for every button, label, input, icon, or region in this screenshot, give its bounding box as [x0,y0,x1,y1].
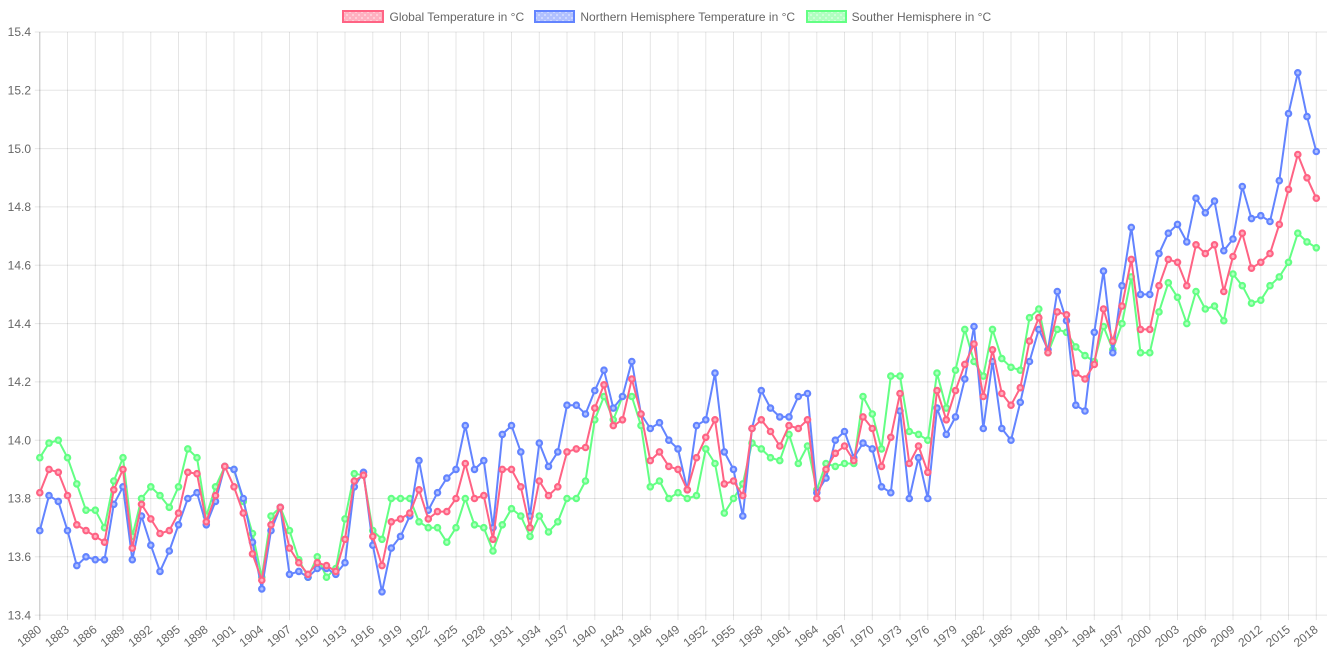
svg-text:2015: 2015 [1263,622,1293,650]
svg-text:1919: 1919 [375,622,405,650]
svg-text:15.2: 15.2 [8,84,32,98]
svg-text:14.8: 14.8 [8,200,32,214]
svg-text:1955: 1955 [708,622,738,650]
svg-text:1931: 1931 [486,622,516,650]
svg-text:1976: 1976 [902,622,932,650]
svg-text:14.4: 14.4 [8,317,32,331]
svg-text:1898: 1898 [181,622,211,650]
svg-text:1937: 1937 [542,622,572,650]
svg-text:2000: 2000 [1124,622,1154,650]
svg-text:1907: 1907 [264,622,294,650]
svg-text:14.2: 14.2 [8,375,32,389]
svg-text:1916: 1916 [347,622,377,650]
svg-text:15.4: 15.4 [8,25,32,39]
svg-text:2003: 2003 [1152,622,1182,650]
svg-text:13.8: 13.8 [8,492,32,506]
svg-text:1994: 1994 [1069,622,1099,650]
svg-text:1985: 1985 [986,622,1016,650]
svg-text:2018: 2018 [1291,622,1321,650]
svg-text:1883: 1883 [42,622,72,650]
svg-text:14.0: 14.0 [8,433,32,447]
svg-text:2012: 2012 [1235,622,1265,650]
svg-text:1958: 1958 [736,622,766,650]
svg-text:1940: 1940 [569,622,599,650]
svg-text:1895: 1895 [153,622,183,650]
svg-text:1901: 1901 [209,622,239,650]
svg-text:1964: 1964 [791,622,821,650]
svg-text:2006: 2006 [1180,622,1210,650]
svg-text:14.6: 14.6 [8,259,32,273]
svg-text:1886: 1886 [70,622,100,650]
svg-text:1943: 1943 [597,622,627,650]
svg-text:1982: 1982 [958,622,988,650]
svg-text:1967: 1967 [819,622,849,650]
svg-text:1910: 1910 [292,622,322,650]
svg-text:13.4: 13.4 [8,608,32,622]
svg-text:1925: 1925 [431,622,461,650]
svg-text:1904: 1904 [236,622,266,650]
svg-text:1913: 1913 [320,622,350,650]
svg-text:1952: 1952 [680,622,710,650]
svg-text:2009: 2009 [1208,622,1238,650]
svg-text:1991: 1991 [1041,622,1071,650]
svg-text:1961: 1961 [764,622,794,650]
svg-text:1934: 1934 [514,622,544,650]
svg-text:1928: 1928 [458,622,488,650]
svg-text:1892: 1892 [125,622,155,650]
svg-text:1889: 1889 [98,622,128,650]
svg-text:13.6: 13.6 [8,550,32,564]
svg-text:1922: 1922 [403,622,433,650]
svg-text:1949: 1949 [653,622,683,650]
svg-text:1970: 1970 [847,622,877,650]
svg-text:1973: 1973 [875,622,905,650]
svg-text:1880: 1880 [14,622,44,650]
svg-text:1946: 1946 [625,622,655,650]
svg-text:1997: 1997 [1097,622,1127,650]
svg-text:1988: 1988 [1013,622,1043,650]
svg-text:15.0: 15.0 [8,142,32,156]
svg-text:1979: 1979 [930,622,960,650]
